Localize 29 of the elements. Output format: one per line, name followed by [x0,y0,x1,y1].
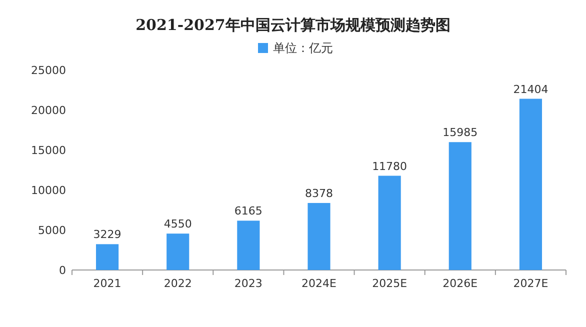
data-label: 8378 [305,186,333,200]
y-tick-label: 25000 [31,64,66,77]
x-tick-label: 2022 [164,277,192,290]
bar [519,98,542,270]
x-tick-label: 2023 [234,277,262,290]
bar [308,202,330,270]
legend-label: 单位：亿元 [273,41,333,55]
y-tick-label: 15000 [31,144,66,157]
bar [448,142,472,270]
x-tick-label: 2021 [93,277,122,290]
x-tick-label: 2024E [302,277,337,290]
bar [166,234,190,270]
data-label: 3229 [93,228,122,242]
x-tick-label: 2027E [513,277,548,290]
y-tick-label: 5000 [38,224,66,237]
y-tick-label: 20000 [31,104,66,117]
bar [237,220,260,270]
x-tick-label: 2026E [442,277,478,290]
bar [378,176,401,270]
data-label: 21404 [513,82,548,96]
bar [96,244,119,270]
data-label: 6165 [234,204,262,218]
x-tick-label: 2025E [372,277,408,290]
data-label: 15985 [442,126,478,140]
y-tick-label: 0 [59,264,66,277]
data-label: 11780 [372,160,408,173]
y-tick-label: 10000 [31,184,66,197]
chart-title: 2021-2027年中国云计算市场规模预测趋势图 [136,16,450,34]
data-label: 4550 [164,218,192,231]
